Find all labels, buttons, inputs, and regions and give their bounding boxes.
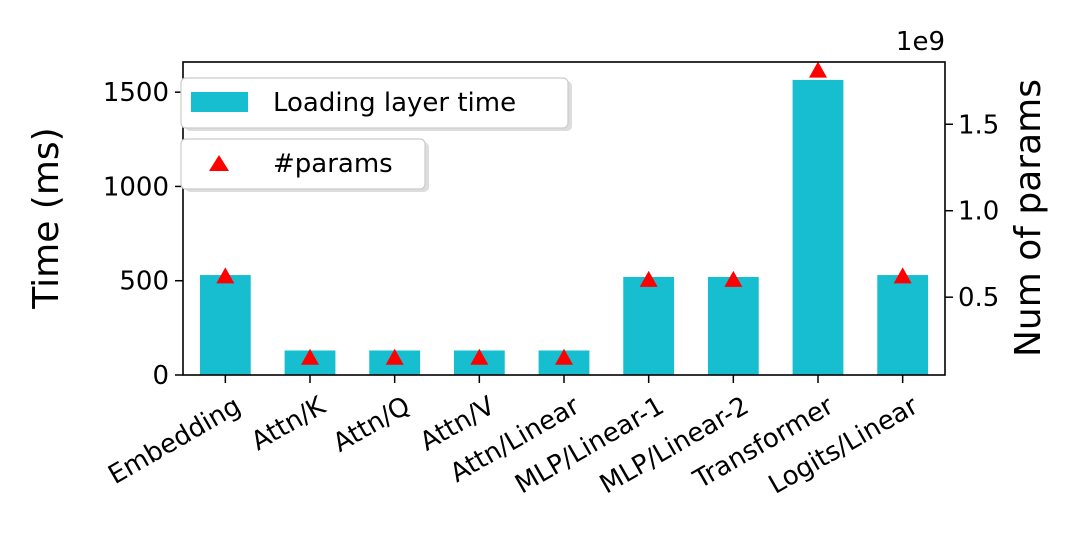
legend-time: Loading layer time (180, 77, 572, 131)
bar (199, 275, 251, 375)
y-tick-label: 1000 (103, 172, 169, 202)
y-axis-right-title: Num of params (1008, 79, 1049, 357)
markers-group (216, 61, 912, 365)
legend-time-label: Loading layer time (273, 88, 516, 118)
right-axis-offset-label: 1e9 (896, 27, 945, 57)
bar (623, 276, 675, 375)
left-axis: 0 500 1000 1500 (103, 78, 183, 391)
bar (877, 275, 929, 375)
param-marker (724, 270, 743, 287)
bar (792, 79, 844, 375)
x-tick-label: Attn/K (246, 391, 331, 457)
right-axis: 0.5 1.0 1.5 (945, 110, 999, 313)
legend-params-frame (180, 138, 426, 190)
legend-time-frame (180, 77, 569, 129)
param-marker (639, 270, 658, 287)
legend-params: #params (180, 138, 429, 192)
param-marker (893, 267, 912, 284)
legend-bar-swatch (191, 92, 248, 112)
param-marker (385, 348, 404, 365)
x-tick-label: Embedding (103, 391, 246, 491)
bar (707, 276, 759, 375)
x-tick-label: Attn/Q (328, 391, 415, 459)
param-marker (809, 61, 827, 78)
param-marker (555, 348, 573, 365)
y-tick-label: 1500 (103, 78, 169, 108)
y-axis-title: Time (ms) (26, 127, 67, 309)
y-tick-label: 500 (119, 267, 169, 297)
legend-triangle-marker (209, 155, 229, 171)
bars-group (199, 79, 929, 375)
param-marker (301, 348, 319, 365)
param-marker (216, 267, 235, 284)
y-right-tick-label: 1.5 (958, 110, 999, 140)
y-right-tick-label: 1.0 (958, 197, 999, 227)
legend-params-label: #params (273, 149, 393, 179)
y-right-tick-label: 0.5 (958, 283, 999, 313)
y-tick-label: 0 (152, 361, 169, 391)
param-marker (470, 348, 489, 365)
